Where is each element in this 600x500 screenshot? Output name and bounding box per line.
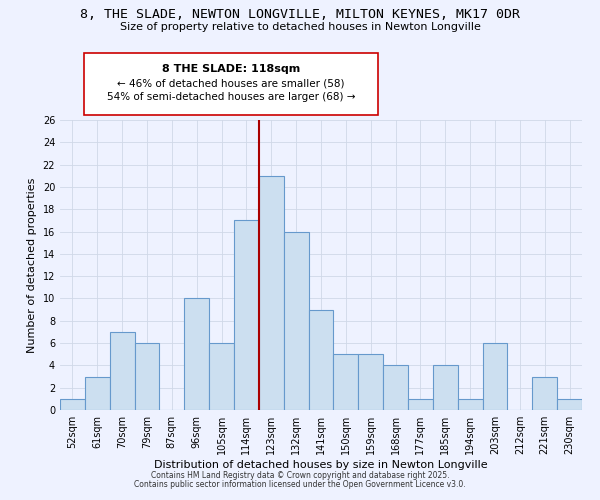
Bar: [184, 298, 209, 410]
Text: Size of property relative to detached houses in Newton Longville: Size of property relative to detached ho…: [119, 22, 481, 32]
Bar: [557, 399, 582, 410]
Bar: [358, 354, 383, 410]
Text: 54% of semi-detached houses are larger (68) →: 54% of semi-detached houses are larger (…: [107, 92, 355, 102]
Text: 8 THE SLADE: 118sqm: 8 THE SLADE: 118sqm: [162, 64, 300, 74]
Bar: [532, 376, 557, 410]
Bar: [308, 310, 334, 410]
Bar: [482, 343, 508, 410]
Text: Contains HM Land Registry data © Crown copyright and database right 2025.: Contains HM Land Registry data © Crown c…: [151, 471, 449, 480]
Bar: [60, 399, 85, 410]
Bar: [433, 366, 458, 410]
Bar: [110, 332, 134, 410]
Bar: [383, 366, 408, 410]
Bar: [408, 399, 433, 410]
Bar: [259, 176, 284, 410]
Text: Contains public sector information licensed under the Open Government Licence v3: Contains public sector information licen…: [134, 480, 466, 489]
Bar: [334, 354, 358, 410]
Bar: [284, 232, 308, 410]
Bar: [209, 343, 234, 410]
Bar: [85, 376, 110, 410]
Bar: [134, 343, 160, 410]
Text: 8, THE SLADE, NEWTON LONGVILLE, MILTON KEYNES, MK17 0DR: 8, THE SLADE, NEWTON LONGVILLE, MILTON K…: [80, 8, 520, 20]
Text: ← 46% of detached houses are smaller (58): ← 46% of detached houses are smaller (58…: [117, 79, 345, 89]
Y-axis label: Number of detached properties: Number of detached properties: [27, 178, 37, 352]
Bar: [458, 399, 482, 410]
X-axis label: Distribution of detached houses by size in Newton Longville: Distribution of detached houses by size …: [154, 460, 488, 470]
Bar: [234, 220, 259, 410]
